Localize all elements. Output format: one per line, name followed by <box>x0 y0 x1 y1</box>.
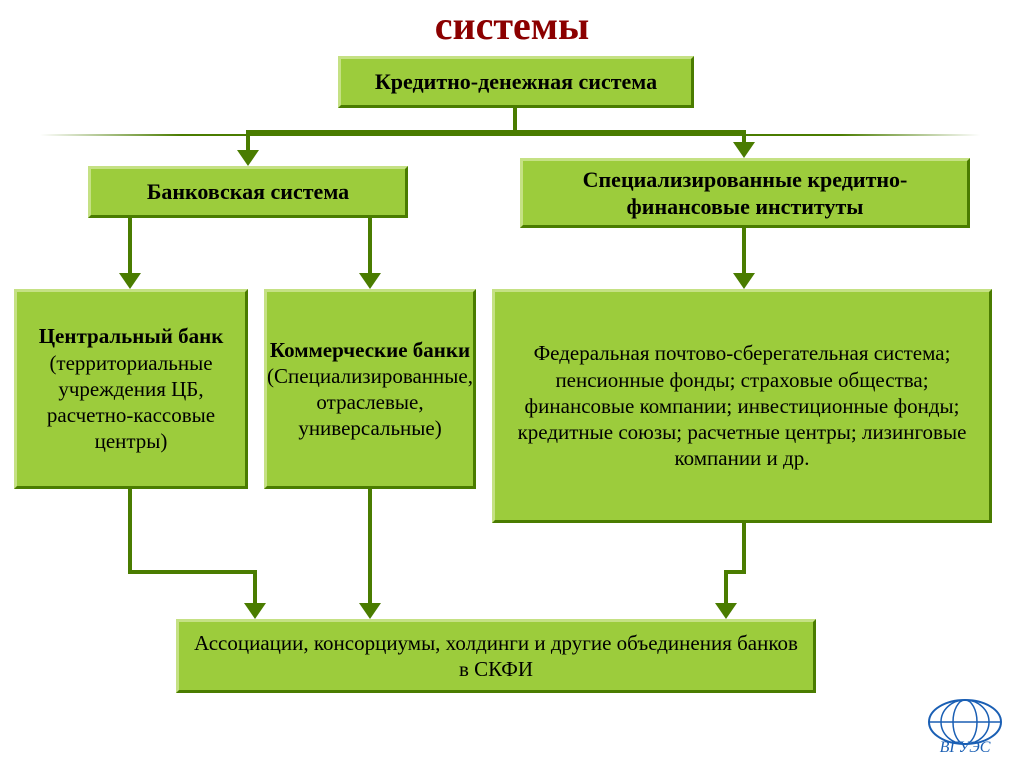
logo-vgues: ВГУЭС <box>918 696 1012 761</box>
node-central-bank: Центральный банк(территориальные учрежде… <box>14 289 248 489</box>
page-title: системы <box>0 2 1024 49</box>
node-associations: Ассоциации, консорциумы, холдинги и друг… <box>176 619 816 693</box>
logo-icon: ВГУЭС <box>918 696 1012 756</box>
divider-line <box>40 134 980 136</box>
node-specialized-institutes: Специализированные кредитно-финансовые и… <box>520 158 970 228</box>
node-federal-system: Федеральная почтово-сберегательная систе… <box>492 289 992 523</box>
node-commercial-banks: Коммерческие банки(Специализированные, о… <box>264 289 476 489</box>
page-title-text: системы <box>435 3 589 48</box>
node-banking-system: Банковская система <box>88 166 408 218</box>
node-root: Кредитно-денежная система <box>338 56 694 108</box>
svg-text:ВГУЭС: ВГУЭС <box>940 739 991 756</box>
